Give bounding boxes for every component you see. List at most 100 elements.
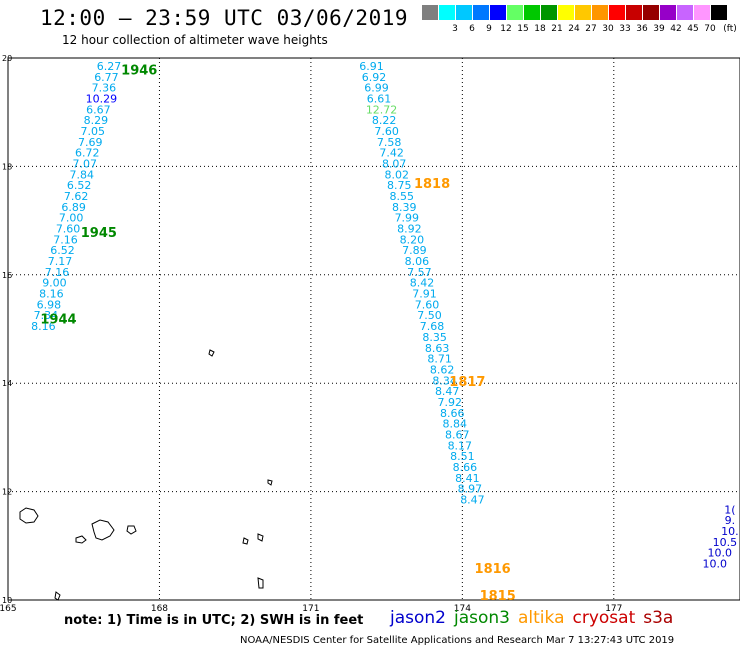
swh-value: 7.00: [59, 212, 84, 225]
island-outline: [91, 519, 115, 541]
legend-label: 27: [585, 24, 597, 34]
swh-value: 8.17: [448, 439, 473, 452]
lat-tick-label: 20: [2, 54, 12, 63]
legend-swatch: [609, 5, 625, 20]
swh-value: 7.84: [69, 168, 94, 181]
swh-value: 12.72: [366, 103, 398, 116]
credit-line: NOAA/NESDIS Center for Satellite Applica…: [240, 635, 675, 646]
swh-value: 9.: [725, 514, 736, 527]
pass-time-label: 1946: [121, 63, 157, 78]
swh-value: 8.02: [384, 168, 409, 181]
swh-value: 7.07: [72, 157, 97, 170]
pass-time-label: 1945: [81, 226, 117, 241]
lat-tick-label: 14: [2, 379, 12, 388]
swh-value: 9.00: [42, 277, 67, 290]
lat-tick-label: 18: [2, 162, 12, 171]
legend-label: 3: [452, 24, 458, 34]
pass-time-label: 1944: [40, 313, 76, 328]
swh-value: 8.84: [443, 418, 468, 431]
satellite-altika: altika: [518, 608, 565, 628]
swh-value: 7.89: [402, 244, 427, 257]
swh-value: 10.29: [86, 92, 118, 105]
swh-value: 6.72: [75, 147, 100, 160]
swh-value: 8.47: [435, 385, 460, 398]
legend-swatch: [558, 5, 574, 20]
legend-swatch: [626, 5, 642, 20]
legend-swatch: [439, 5, 455, 20]
legend-swatch: [694, 5, 710, 20]
legend-swatch: [456, 5, 472, 20]
swh-value: 8.34: [432, 374, 457, 387]
swh-value: 6.67: [86, 103, 111, 116]
swh-value: 6.89: [61, 201, 86, 214]
lat-tick-label: 16: [2, 271, 12, 280]
island-outline: [267, 479, 273, 486]
swh-value: 7.36: [92, 82, 117, 95]
swh-value: 8.22: [372, 114, 397, 127]
swh-value: 7.62: [64, 190, 89, 203]
footnote: note: 1) Time is in UTC; 2) SWH is in fe…: [64, 613, 364, 628]
track-jason3: 6.276.777.3610.296.678.297.057.696.727.0…: [31, 60, 157, 333]
map-subtitle: 12 hour collection of altimeter wave hei…: [62, 33, 328, 47]
lon-tick-label: 165: [0, 604, 17, 614]
swh-value: 8.42: [410, 277, 435, 290]
legend-swatch: [660, 5, 676, 20]
swh-value: 8.67: [445, 428, 470, 441]
swh-value: 6.77: [94, 71, 119, 84]
legend-label: 45: [687, 24, 699, 34]
legend-swatch: [524, 5, 540, 20]
swh-value: 7.99: [395, 212, 420, 225]
legend-swatch: [422, 5, 438, 20]
swh-value: 10.0: [703, 557, 728, 570]
swh-value: 8.20: [400, 233, 425, 246]
swh-value: 6.92: [362, 71, 387, 84]
lon-tick-label: 174: [454, 604, 471, 614]
legend-label: 39: [653, 24, 665, 34]
legend-label: 15: [517, 24, 529, 34]
swh-value: 6.52: [67, 179, 92, 192]
legend-swatch: [677, 5, 693, 20]
pass-time-label: 1815: [480, 589, 516, 604]
track-altika: 6.916.926.996.6112.728.227.607.587.428.0…: [359, 60, 516, 604]
legend-swatch: [541, 5, 557, 20]
lon-tick-label: 168: [151, 604, 168, 614]
swh-value: 6.61: [367, 92, 392, 105]
legend-label: 12: [500, 24, 512, 34]
swh-value: 10.: [721, 525, 739, 538]
legend-label: 36: [636, 24, 648, 34]
swh-value: 8.71: [427, 353, 452, 366]
island-outline: [257, 577, 264, 589]
map-title: 12:00 – 23:59 UTC 03/06/2019: [40, 6, 409, 30]
legend-swatch: [711, 5, 727, 20]
legend-swatch: [592, 5, 608, 20]
legend-unit: (ft): [723, 24, 737, 34]
swh-value: 6.98: [37, 298, 62, 311]
legend-label: 18: [534, 24, 546, 34]
island-outline: [208, 349, 215, 357]
swh-value: 7.16: [53, 233, 78, 246]
land-outlines: [19, 349, 273, 601]
swh-value: 7.91: [412, 288, 437, 301]
legend-swatch: [490, 5, 506, 20]
legend-label: 30: [602, 24, 614, 34]
swh-value: 6.99: [364, 82, 389, 95]
island-outline: [54, 591, 61, 601]
legend-label: 24: [568, 24, 580, 34]
swh-value: 8.47: [460, 494, 485, 507]
swh-value: 7.05: [81, 125, 106, 138]
swh-value: 8.66: [440, 407, 465, 420]
legend-label: 21: [551, 24, 563, 34]
lon-tick-label: 171: [302, 604, 319, 614]
island-outline: [126, 525, 137, 535]
pass-time-label: 1816: [475, 562, 511, 577]
island-outline: [257, 533, 264, 542]
swh-value: 6.52: [50, 244, 75, 257]
lon-tick-label: 177: [605, 604, 622, 614]
swh-value: 6.27: [97, 60, 122, 73]
swh-value: 8.66: [453, 461, 478, 474]
swh-value: 8.07: [382, 157, 407, 170]
lat-tick-label: 10: [2, 596, 12, 605]
swh-value: 7.50: [417, 309, 442, 322]
track-jason2: 1(9.10.10.510.010.0: [703, 503, 739, 570]
legend-swatch: [473, 5, 489, 20]
